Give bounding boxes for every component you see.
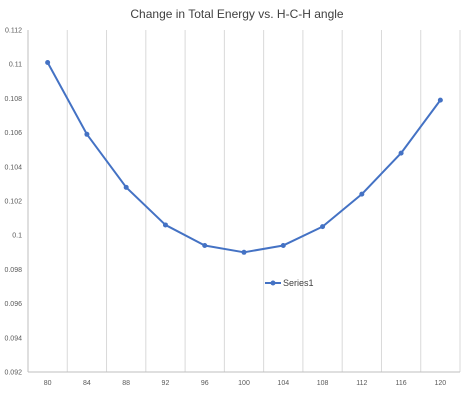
data-point — [162, 222, 168, 228]
y-tick-label: 0.098 — [4, 267, 22, 274]
data-point — [241, 249, 247, 255]
x-tick-label: 88 — [122, 380, 130, 387]
chart-title: Change in Total Energy vs. H-C-H angle — [130, 7, 344, 21]
y-tick-label: 0.094 — [4, 335, 22, 342]
x-tick-label: 92 — [162, 380, 170, 387]
axes: 0.092 0.094 0.096 0.098 0.1 0.102 0.104 0.106 0.… — [4, 28, 460, 387]
y-tick-label: 0.092 — [4, 370, 22, 377]
data-point — [320, 224, 326, 230]
legend-label: Series1 — [283, 278, 314, 288]
legend: Series1 — [265, 278, 314, 288]
x-tick-label: 104 — [277, 380, 289, 387]
y-tick-label: 0.104 — [4, 164, 22, 171]
y-tick-label: 0.108 — [4, 96, 22, 103]
data-point — [202, 242, 208, 248]
data-point — [359, 191, 365, 197]
x-tick-label: 116 — [396, 380, 407, 387]
data-point — [280, 242, 286, 248]
x-tick-label: 80 — [44, 380, 52, 387]
data-point — [123, 184, 129, 190]
series-layer — [45, 59, 443, 255]
x-tick-label: 108 — [317, 380, 329, 387]
x-tick-label: 84 — [83, 380, 91, 387]
x-tick-label: 96 — [201, 380, 209, 387]
y-tick-label: 0.096 — [4, 301, 22, 308]
x-tick-label: 112 — [356, 380, 367, 387]
data-point — [398, 150, 404, 156]
x-tick-label: 120 — [435, 380, 447, 387]
y-tick-label: 0.1 — [12, 233, 22, 240]
data-point — [45, 59, 51, 65]
y-tick-label: 0.106 — [4, 130, 22, 137]
data-point — [84, 131, 90, 137]
x-tick-label: 100 — [238, 380, 250, 387]
legend-marker-swatch — [270, 280, 276, 286]
y-tick-label: 0.11 — [9, 62, 22, 69]
y-tick-label: 0.112 — [5, 28, 22, 35]
grid-lines — [27, 30, 461, 372]
data-point — [437, 97, 443, 103]
y-tick-label: 0.102 — [4, 199, 22, 206]
